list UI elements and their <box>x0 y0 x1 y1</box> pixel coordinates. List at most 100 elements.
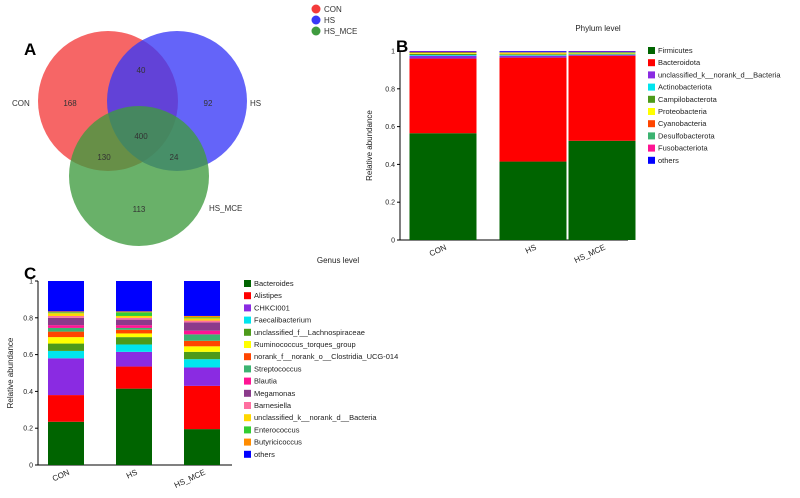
phylum-bar-con-bacteroidota <box>409 58 477 134</box>
phylum-legend-desulfobacterota: Desulfobacterota <box>658 131 716 140</box>
genus-bar-hs-unclassified-k-norank-d-bacteria <box>116 315 152 318</box>
phylum-bar-hs-mce-proteobacteria <box>568 53 636 54</box>
phylum-bar-hs-others <box>499 51 567 52</box>
genus-bar-hs-ruminococcus-torques-group <box>116 333 152 338</box>
phylum-bar-hs-campilobacterota <box>499 54 567 56</box>
genus-legend-swatch-ruminococcus-torques-group <box>244 341 251 348</box>
phylum-bar-hs-mce-firmicutes <box>568 140 636 240</box>
phylum-bar-hs-mce-bacteroidota <box>568 55 636 141</box>
genus-bar-hs-mce-bacteroides <box>184 429 220 465</box>
genus-legend-unclassified-k-norank-d-bacteria: unclassified_k__norank_d__Bacteria <box>254 413 377 422</box>
phylum-bar-con-desulfobacterota <box>409 51 477 53</box>
genus-bar-hs-mce-ruminococcus-torques-group <box>184 346 220 352</box>
phylum-bar-hs-actinobacteriota <box>499 55 567 56</box>
genus-legend-faecalibacterium: Faecalibacterium <box>254 316 311 325</box>
genus-bar-con-enterococcus <box>48 312 84 314</box>
genus-bar-hs-mce-blautia <box>184 330 220 335</box>
genus-x-tick-label-con: CON <box>51 468 71 484</box>
genus-bar-hs-mce-enterococcus <box>184 317 220 319</box>
genus-bar-hs-enterococcus <box>116 312 152 316</box>
phylum-bar-hs-desulfobacterota <box>499 52 567 53</box>
genus-legend-swatch-barnesiella <box>244 402 251 409</box>
genus-legend-streptococcus: Streptococcus <box>254 364 302 373</box>
genus-legend-chkci001: CHKCI001 <box>254 303 290 312</box>
phylum-legend-fusobacteriota: Fusobacteriota <box>658 144 708 153</box>
venn-set-label-con: CON <box>12 99 30 108</box>
genus-legend-swatch-butyricicoccus <box>244 438 251 446</box>
genus-bar-hs-mce-chkci001 <box>184 367 220 386</box>
genus-bar-hs-chkci001 <box>116 351 152 367</box>
genus-bar-hs-mce-unclassified-k-norank-d-bacteria <box>184 318 220 321</box>
genus-bar-con-faecalibacterium <box>48 350 84 359</box>
phylum-legend-swatch-fusobacteriota <box>648 144 655 152</box>
genus-bar-hs-faecalibacterium <box>116 344 152 352</box>
phylum-y-tick-label: 0 <box>391 238 395 245</box>
phylum-bar-con-actinobacteriota <box>409 54 477 56</box>
genus-bar-con-chkci001 <box>48 358 84 396</box>
genus-legend-alistipes: Alistipes <box>254 291 282 300</box>
genus-bar-hs-others <box>116 281 152 312</box>
phylum-legend-others: others <box>658 156 679 165</box>
genus-bar-hs-streptococcus <box>116 327 152 330</box>
phylum-legend-unclassified-k-norank-d-bacteria: unclassified_k__norank_d__Bacteria <box>658 70 781 79</box>
genus-bar-chart: Genus level 0 0.2 0.4 0.6 0.8 1 Relative abunda… <box>6 256 398 490</box>
genus-bar-hs-alistipes <box>116 366 152 389</box>
venn-legend-con: CON <box>324 5 342 14</box>
genus-legend-swatch-faecalibacterium <box>244 316 251 324</box>
genus-bar-hs-mce-butyricicoccus <box>184 315 220 318</box>
genus-bar-hs-unclassified-f-lachnospiraceae <box>116 337 152 345</box>
venn-legend-hs-mce: HS_MCE <box>324 27 357 36</box>
phylum-bar-con-others <box>409 51 477 52</box>
phylum-y-tick-label: 0.2 <box>385 200 395 207</box>
phylum-x-tick-label-hs-mce: HS_MCE <box>573 243 607 265</box>
genus-x-tick-label-hs: HS <box>125 468 139 481</box>
genus-bar-con-bacteroides <box>48 421 84 465</box>
phylum-title: Phylum level <box>575 24 621 33</box>
genus-legend-swatch-norank-f-norank-o-clostridia-ucg-014 <box>244 353 251 361</box>
phylum-legend-swatch-unclassified-k-norank-d-bacteria <box>648 71 655 79</box>
phylum-y-axis-label: Relative abundance <box>365 110 374 181</box>
genus-legend-swatch-unclassified-f-lachnospiraceae <box>244 328 251 336</box>
phylum-legend-actinobacteriota: Actinobacteriota <box>658 83 713 92</box>
panel-letter-b: B <box>396 37 408 56</box>
phylum-bar-chart: Phylum level 0 0.2 0.4 0.6 0.8 1 Relative abund… <box>365 24 781 265</box>
genus-legend-unclassified-f-lachnospiraceae: unclassified_f__Lachnospiraceae <box>254 328 365 337</box>
genus-legend-swatch-chkci001 <box>244 304 251 312</box>
genus-y-tick-label: 0.8 <box>23 315 33 322</box>
genus-bar-hs-mce-barnesiella <box>184 320 220 323</box>
genus-legend-swatch-others <box>244 450 251 458</box>
phylum-bar-hs-mce-others <box>568 51 636 52</box>
phylum-legend-swatch-firmicutes <box>648 47 655 54</box>
phylum-bar-con-firmicutes <box>409 133 477 240</box>
venn-count-con-hs-mce: 130 <box>97 153 111 162</box>
venn-legend-swatch-hs-mce <box>311 26 321 36</box>
phylum-x-tick-label-con: CON <box>428 243 448 259</box>
genus-y-tick-label: 1 <box>29 279 33 286</box>
venn-circle-hs-mce <box>69 106 209 246</box>
phylum-legend-swatch-campilobacterota <box>648 95 655 103</box>
genus-bar-con-unclassified-k-norank-d-bacteria <box>48 313 84 316</box>
phylum-legend-firmicutes: Firmicutes <box>658 46 693 55</box>
phylum-bar-hs-firmicutes <box>499 161 567 240</box>
genus-legend-ruminococcus-torques-group: Ruminococcus_torques_group <box>254 340 356 349</box>
phylum-bar-hs-bacteroidota <box>499 57 567 162</box>
phylum-bar-hs-mce-campilobacterota <box>568 53 636 55</box>
phylum-y-tick-label: 0.8 <box>385 86 395 93</box>
genus-legend-megamonas: Megamonas <box>254 389 296 398</box>
genus-bar-con-streptococcus <box>48 327 84 332</box>
genus-legend-enterococcus: Enterococcus <box>254 425 300 434</box>
genus-bar-con-butyricicoccus <box>48 311 84 313</box>
phylum-y-tick-label: 0.6 <box>385 124 395 131</box>
genus-x-tick-label-hs-mce: HS_MCE <box>173 468 207 490</box>
genus-legend-swatch-unclassified-k-norank-d-bacteria <box>244 414 251 422</box>
venn-count-all: 400 <box>134 132 148 141</box>
phylum-x-tick-label-hs: HS <box>524 243 538 256</box>
genus-y-tick-label: 0.6 <box>23 352 33 359</box>
genus-bar-hs-blautia <box>116 325 152 328</box>
panel-letter-c: C <box>24 264 36 283</box>
genus-bar-con-blautia <box>48 325 84 328</box>
phylum-legend-swatch-actinobacteriota <box>648 83 655 91</box>
phylum-legend-swatch-proteobacteria <box>648 108 655 115</box>
genus-legend-norank-f-norank-o-clostridia-ucg-014: norank_f__norank_o__Clostridia_UCG-014 <box>254 352 398 361</box>
